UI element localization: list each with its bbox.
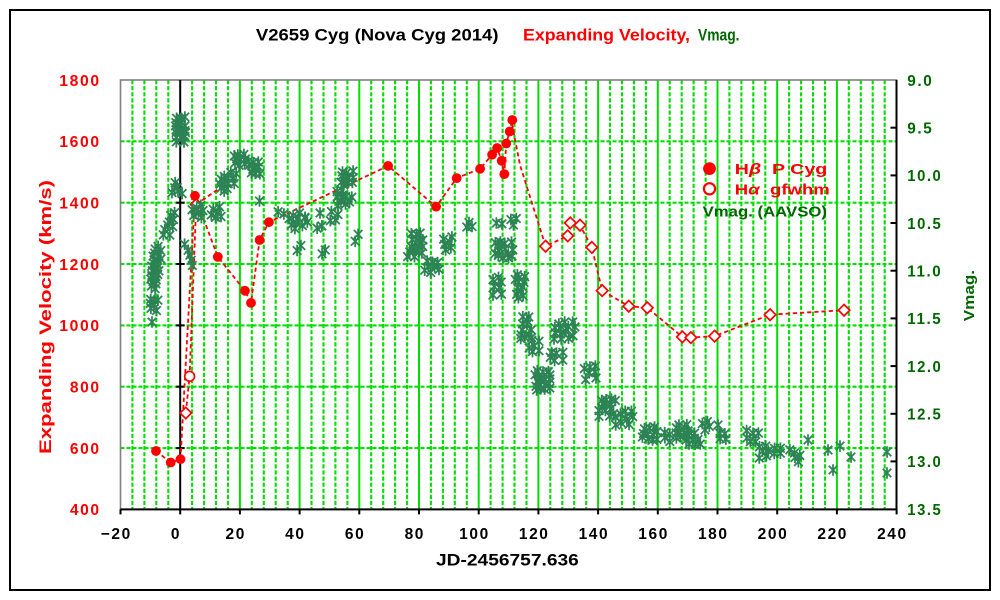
svg-text:Vmag.: Vmag.: [961, 270, 978, 321]
svg-text:Vmag.: Vmag.: [698, 27, 740, 45]
svg-text:10.0: 10.0: [907, 168, 942, 185]
svg-text:1000: 1000: [59, 318, 100, 335]
svg-text:Vmag. (AAVSO): Vmag. (AAVSO): [703, 204, 827, 221]
svg-text:60: 60: [345, 526, 365, 543]
svg-text:JD-2456757.636: JD-2456757.636: [436, 550, 579, 569]
svg-text:Hβ P Cyg: Hβ P Cyg: [735, 161, 827, 178]
svg-text:0: 0: [171, 526, 181, 543]
svg-text:240: 240: [877, 526, 908, 543]
svg-text:80: 80: [405, 526, 425, 543]
svg-text:Expanding Velocity,: Expanding Velocity,: [523, 27, 690, 45]
svg-text:9.5: 9.5: [907, 121, 933, 138]
svg-text:40: 40: [285, 526, 305, 543]
svg-text:800: 800: [70, 380, 101, 397]
svg-text:1800: 1800: [59, 73, 100, 90]
svg-text:9.0: 9.0: [907, 73, 933, 90]
svg-text:11.0: 11.0: [907, 264, 942, 281]
svg-text:120: 120: [519, 526, 550, 543]
svg-text:160: 160: [638, 526, 669, 543]
svg-text:12.5: 12.5: [907, 407, 942, 424]
svg-text:100: 100: [459, 526, 490, 543]
svg-text:140: 140: [579, 526, 610, 543]
svg-text:220: 220: [817, 526, 848, 543]
svg-text:Expanding Velocity (km/s): Expanding Velocity (km/s): [36, 180, 55, 454]
svg-text:200: 200: [758, 526, 789, 543]
svg-text:12.0: 12.0: [907, 359, 942, 376]
svg-text:11.5: 11.5: [907, 311, 942, 328]
svg-text:V2659 Cyg (Nova Cyg 2014): V2659 Cyg (Nova Cyg 2014): [256, 27, 499, 45]
svg-text:13.5: 13.5: [907, 502, 942, 519]
svg-text:180: 180: [698, 526, 729, 543]
svg-text:1200: 1200: [59, 257, 100, 274]
svg-text:400: 400: [70, 502, 101, 519]
svg-text:10.5: 10.5: [907, 216, 942, 233]
svg-text:20: 20: [225, 526, 245, 543]
svg-text:1400: 1400: [59, 196, 100, 213]
svg-text:13.0: 13.0: [907, 454, 942, 471]
svg-text:600: 600: [70, 441, 101, 458]
svg-text:1600: 1600: [59, 134, 100, 151]
svg-text:−20: −20: [101, 526, 132, 543]
svg-text:Hα gfwhm: Hα gfwhm: [735, 181, 830, 198]
